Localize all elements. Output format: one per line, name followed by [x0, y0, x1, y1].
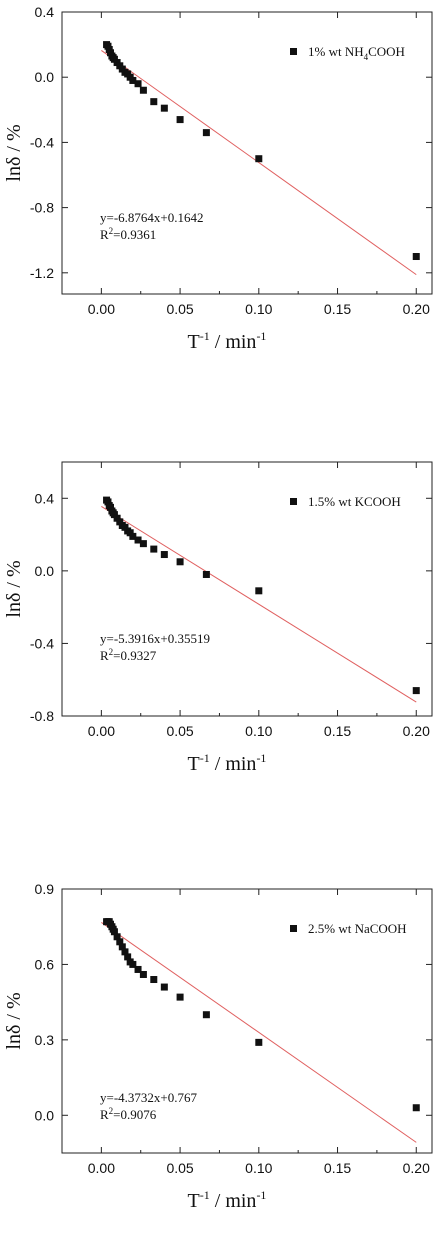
fit-equation: y=-4.3732x+0.767 — [100, 1090, 197, 1105]
data-point — [126, 529, 134, 537]
data-point — [160, 104, 168, 112]
x-tick-label: 0.00 — [88, 1160, 115, 1176]
data-point — [412, 1104, 420, 1112]
data-point — [202, 129, 210, 137]
y-axis-label: lnδ / % — [3, 560, 25, 617]
x-tick-label: 0.10 — [245, 301, 272, 317]
data-point — [110, 928, 118, 936]
data-point — [176, 116, 184, 124]
data-point — [150, 545, 158, 553]
y-axis-label: lnδ / % — [3, 124, 25, 181]
x-axis-label: T-1 / min-1 — [188, 751, 267, 775]
data-point — [160, 551, 168, 559]
data-point — [202, 1011, 210, 1019]
x-tick-label: 0.05 — [166, 1160, 193, 1176]
y-tick-label: 0.3 — [35, 1032, 55, 1048]
data-point — [106, 503, 114, 511]
x-tick-label: 0.20 — [403, 301, 430, 317]
fit-line — [101, 505, 417, 703]
legend-label: 1.5% wt KCOOH — [308, 494, 401, 509]
y-tick-label: 0.0 — [35, 69, 55, 85]
data-point — [150, 98, 158, 106]
x-axis-label: T-1 / min-1 — [188, 1188, 267, 1212]
x-tick-label: 0.05 — [166, 301, 193, 317]
x-tick-label: 0.15 — [324, 723, 351, 739]
y-tick-label: -0.4 — [30, 134, 54, 150]
y-tick-label: 0.0 — [35, 563, 55, 579]
x-tick-label: 0.15 — [324, 301, 351, 317]
x-tick-label: 0.10 — [245, 1160, 272, 1176]
fit-r-squared: R2=0.9327 — [100, 647, 157, 663]
data-point — [121, 948, 129, 956]
data-point — [134, 80, 142, 88]
data-point — [255, 587, 263, 595]
plot-frame — [61, 461, 433, 717]
legend-marker — [290, 498, 297, 505]
data-point — [412, 253, 420, 261]
data-point — [134, 536, 142, 544]
data-point — [412, 687, 420, 695]
data-point — [113, 933, 121, 941]
y-tick-label: 0.9 — [35, 881, 55, 897]
fit-line — [101, 50, 417, 276]
data-point — [202, 570, 210, 578]
plot-frame — [61, 888, 433, 1154]
fit-r-squared: R2=0.9076 — [100, 1106, 157, 1122]
data-point — [139, 970, 147, 978]
data-point — [110, 511, 118, 519]
x-tick-label: 0.20 — [403, 723, 430, 739]
data-point — [139, 540, 147, 548]
data-point — [176, 993, 184, 1001]
chart-panel-2: 0.00 0.05 0.10 0.15 0.20 0.4 0.0 -0.4 -0.8 1.5% w… — [3, 461, 433, 775]
x-tick-label: 0.00 — [88, 723, 115, 739]
data-point — [150, 976, 158, 984]
data-point — [104, 498, 112, 506]
legend-label: 2.5% wt NaCOOH — [308, 921, 407, 936]
y-tick-label: 0.4 — [35, 490, 55, 506]
x-axis-label: T-1 / min-1 — [188, 329, 267, 353]
data-point — [160, 983, 168, 991]
chart-panel-3: 0.00 0.05 0.10 0.15 0.20 0.9 0.6 0.3 0.0 2.5% wt … — [3, 881, 433, 1212]
data-point — [134, 965, 142, 973]
x-tick-label: 0.20 — [403, 1160, 430, 1176]
x-tick-label: 0.00 — [88, 301, 115, 317]
data-point — [113, 514, 121, 522]
legend-marker — [290, 925, 297, 932]
plot-frame — [61, 11, 433, 295]
fit-r-squared: R2=0.9361 — [100, 226, 156, 242]
data-point — [129, 76, 137, 84]
fit-line — [101, 922, 417, 1143]
y-tick-label: 0.6 — [35, 956, 55, 972]
y-tick-label: -0.4 — [30, 635, 54, 651]
fit-equation: y=-6.8764x+0.1642 — [100, 210, 204, 225]
data-point — [255, 155, 263, 163]
y-tick-label: -0.8 — [30, 708, 54, 724]
data-point — [255, 1038, 263, 1046]
data-point — [116, 938, 124, 946]
data-point — [124, 953, 132, 961]
legend-marker — [290, 48, 297, 55]
x-tick-label: 0.10 — [245, 723, 272, 739]
data-point — [129, 532, 137, 540]
data-point — [129, 960, 137, 968]
chart-panel-1: 0.00 0.05 0.10 0.15 0.20 0.4 0.0 -0.4 -0.8 -1.2 1%… — [3, 4, 433, 353]
legend-label: 1% wt NH4COOH — [308, 44, 405, 62]
data-point — [176, 558, 184, 566]
y-tick-label: 0.0 — [35, 1107, 55, 1123]
y-tick-label: -1.2 — [30, 265, 54, 281]
data-point — [139, 86, 147, 94]
data-point — [116, 518, 124, 526]
y-tick-label: -0.8 — [30, 200, 54, 216]
y-axis-label: lnδ / % — [3, 992, 25, 1049]
y-tick-label: 0.4 — [35, 4, 55, 20]
data-point — [118, 943, 126, 951]
fit-equation: y=-5.3916x+0.35519 — [100, 631, 210, 646]
x-tick-label: 0.05 — [166, 723, 193, 739]
x-tick-label: 0.15 — [324, 1160, 351, 1176]
data-point — [121, 523, 129, 531]
